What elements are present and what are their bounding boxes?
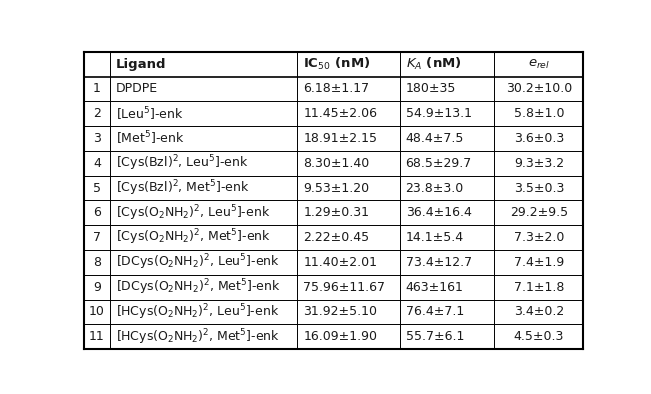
Text: [HCys(O$_2$NH$_2$)$^2$, Met$^5$]-enk: [HCys(O$_2$NH$_2$)$^2$, Met$^5$]-enk [116,327,280,347]
Text: [DCys(O$_2$NH$_2$)$^2$, Leu$^5$]-enk: [DCys(O$_2$NH$_2$)$^2$, Leu$^5$]-enk [116,253,280,272]
Text: [Met$^5$]-enk: [Met$^5$]-enk [116,130,184,147]
Text: 75.96±11.67: 75.96±11.67 [303,281,385,294]
Text: 5: 5 [93,182,101,195]
Text: 7.1±1.8: 7.1±1.8 [514,281,564,294]
Text: 16.09±1.90: 16.09±1.90 [303,330,377,343]
Text: 11.40±2.01: 11.40±2.01 [303,256,377,269]
Text: [Cys(Bzl)$^2$, Leu$^5$]-enk: [Cys(Bzl)$^2$, Leu$^5$]-enk [116,154,249,173]
Text: 11.45±2.06: 11.45±2.06 [303,107,377,120]
Text: [Leu$^5$]-enk: [Leu$^5$]-enk [116,105,184,123]
Text: 76.4±7.1: 76.4±7.1 [406,305,464,318]
Text: 3.6±0.3: 3.6±0.3 [514,132,564,145]
Text: 9: 9 [93,281,101,294]
Text: $K_A$ (nM): $K_A$ (nM) [406,56,462,72]
Text: 4: 4 [93,157,101,170]
Text: 6.18±1.17: 6.18±1.17 [303,82,369,95]
Text: 11: 11 [89,330,105,343]
Text: 29.2±9.5: 29.2±9.5 [510,206,568,219]
Text: 9.3±3.2: 9.3±3.2 [514,157,564,170]
Text: [Cys(Bzl)$^2$, Met$^5$]-enk: [Cys(Bzl)$^2$, Met$^5$]-enk [116,178,249,198]
Text: 14.1±5.4: 14.1±5.4 [406,231,464,244]
Text: 7.3±2.0: 7.3±2.0 [514,231,564,244]
Text: 23.8±3.0: 23.8±3.0 [406,182,464,195]
Text: 7: 7 [93,231,101,244]
Text: 463±161: 463±161 [406,281,464,294]
Text: 8.30±1.40: 8.30±1.40 [303,157,370,170]
Text: 5.8±1.0: 5.8±1.0 [514,107,564,120]
Text: 30.2±10.0: 30.2±10.0 [506,82,572,95]
Text: 3: 3 [93,132,101,145]
Text: IC$_{50}$ (nM): IC$_{50}$ (nM) [303,56,370,72]
Text: DPDPE: DPDPE [116,82,158,95]
Text: [HCys(O$_2$NH$_2$)$^2$, Leu$^5$]-enk: [HCys(O$_2$NH$_2$)$^2$, Leu$^5$]-enk [116,302,279,322]
Text: 7.4±1.9: 7.4±1.9 [514,256,564,269]
Text: 8: 8 [93,256,101,269]
Text: [DCys(O$_2$NH$_2$)$^2$, Met$^5$]-enk: [DCys(O$_2$NH$_2$)$^2$, Met$^5$]-enk [116,277,281,297]
Text: 3.4±0.2: 3.4±0.2 [514,305,564,318]
Text: 54.9±13.1: 54.9±13.1 [406,107,471,120]
Text: [Cys(O$_2$NH$_2$)$^2$, Met$^5$]-enk: [Cys(O$_2$NH$_2$)$^2$, Met$^5$]-enk [116,228,271,247]
Text: 4.5±0.3: 4.5±0.3 [514,330,564,343]
Text: 48.4±7.5: 48.4±7.5 [406,132,464,145]
Text: Ligand: Ligand [116,58,167,71]
Text: 1.29±0.31: 1.29±0.31 [303,206,369,219]
Text: [Cys(O$_2$NH$_2$)$^2$, Leu$^5$]-enk: [Cys(O$_2$NH$_2$)$^2$, Leu$^5$]-enk [116,203,270,223]
Text: $e_{rel}$: $e_{rel}$ [528,58,550,71]
Text: 18.91±2.15: 18.91±2.15 [303,132,377,145]
Text: 36.4±16.4: 36.4±16.4 [406,206,471,219]
Text: 10: 10 [89,305,105,318]
Text: 31.92±5.10: 31.92±5.10 [303,305,377,318]
Text: 6: 6 [93,206,101,219]
Text: 2.22±0.45: 2.22±0.45 [303,231,369,244]
Text: 55.7±6.1: 55.7±6.1 [406,330,464,343]
Text: 180±35: 180±35 [406,82,456,95]
Text: 68.5±29.7: 68.5±29.7 [406,157,472,170]
Text: 73.4±12.7: 73.4±12.7 [406,256,472,269]
Text: 2: 2 [93,107,101,120]
Text: 3.5±0.3: 3.5±0.3 [514,182,564,195]
Text: 1: 1 [93,82,101,95]
Text: 9.53±1.20: 9.53±1.20 [303,182,369,195]
